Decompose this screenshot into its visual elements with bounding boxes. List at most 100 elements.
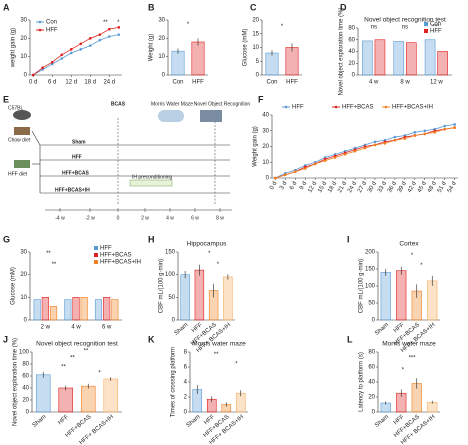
x-tick-label: 18 d: [327, 181, 338, 194]
y-tick-label: 30: [20, 250, 27, 256]
bar: [380, 272, 391, 321]
point: [323, 159, 327, 162]
y-tick-label: 30: [20, 18, 27, 24]
panel-letter: D: [340, 2, 347, 12]
mouse-label: C57BL: [8, 105, 24, 111]
significance: *: [420, 263, 423, 269]
y-tick-label: 20: [20, 36, 27, 42]
x-tick-label: 0 d: [29, 80, 37, 86]
series-line: [32, 26, 119, 76]
y-tick-label: 10: [20, 54, 27, 60]
group-label: HFF: [72, 154, 82, 160]
y-tick-label: 60: [368, 365, 375, 371]
y-axis-label: weight gain (g): [11, 28, 17, 68]
y-tick-label: 0: [24, 318, 28, 324]
timeline-label: -4 w: [55, 215, 65, 221]
group-rows: [40, 144, 230, 194]
hff-icon: [14, 160, 30, 168]
point: [41, 68, 44, 71]
bcas-label: BCAS: [111, 101, 126, 107]
group-label: HFF+BCAS+IH: [55, 187, 90, 193]
x-tick-label: 15 d: [317, 181, 328, 194]
y-axis-label: Weight (g): [149, 34, 155, 62]
point: [283, 173, 287, 177]
panel-letter: B: [148, 2, 155, 12]
y-tick-label: 15: [252, 31, 259, 37]
y-tick-label: 0: [372, 410, 376, 416]
panel-letter: C: [250, 2, 257, 12]
panel-letter: J: [3, 334, 8, 344]
chart-title: Morris water maze: [382, 341, 436, 348]
x-tick-label: 51 d: [437, 181, 448, 194]
legend-marker: [334, 105, 338, 109]
point: [88, 44, 92, 47]
x-tick-label: 30 d: [367, 181, 378, 194]
panel-letter: I: [347, 234, 350, 244]
y-tick-label: 20: [20, 272, 27, 278]
y-tick-label: 0: [352, 73, 356, 79]
y-tick-label: 10: [252, 45, 259, 51]
legend-swatch: [94, 253, 98, 257]
x-tick-label: 12 w: [430, 80, 443, 86]
legend-swatch: [424, 29, 428, 33]
chow-label: Chow diet: [8, 137, 31, 143]
bar: [427, 280, 438, 321]
x-tick-label: 27 d: [357, 181, 368, 194]
significance: *: [411, 253, 414, 259]
x-tick-label: Sham: [174, 322, 190, 337]
y-tick-label: 80: [22, 362, 29, 368]
significance: ns: [371, 25, 377, 31]
series-line: [275, 127, 455, 179]
y-tick-label: 50: [368, 301, 375, 307]
x-tick-label: 12 d: [65, 80, 77, 86]
significance: **: [46, 251, 51, 257]
y-tick-label: 30: [262, 128, 269, 134]
y-axis-label: CBF mL/(100 g·min): [159, 259, 165, 313]
timeline-label: 8 w: [216, 215, 224, 221]
point: [453, 123, 456, 126]
bar: [393, 41, 405, 76]
y-tick-label: 0: [162, 73, 166, 79]
x-tick-label: 33 d: [377, 181, 388, 194]
point: [79, 48, 83, 51]
legend-label: Con: [430, 22, 441, 28]
y-tick-label: 10: [20, 295, 27, 301]
x-tick-label: 42 d: [407, 181, 418, 194]
point: [403, 137, 407, 140]
y-axis-label: Glucose (mM): [11, 267, 17, 305]
x-tick-label: 24 d: [103, 80, 115, 86]
y-tick-label: 20: [22, 398, 29, 404]
y-tick-label: 100: [165, 272, 176, 278]
legend-label: HFF+BCAS+IH: [392, 105, 433, 111]
x-tick-label: Con: [266, 80, 277, 86]
x-tick-label: 36 d: [387, 181, 398, 194]
y-axis-label: Novel object exploration time (%): [13, 338, 19, 426]
point: [303, 167, 307, 170]
point: [333, 156, 337, 159]
significance: **: [103, 20, 108, 26]
x-tick-label: 24 d: [347, 181, 358, 194]
point: [117, 26, 121, 29]
x-tick-label: 3 d: [279, 181, 288, 191]
significance: **: [52, 262, 57, 268]
point: [423, 129, 427, 133]
y-tick-label: 20: [158, 36, 165, 42]
y-tick-label: 10: [158, 54, 165, 60]
legend-label: HFF+BCAS: [342, 105, 374, 111]
legend-label: HFF: [292, 105, 304, 111]
point: [363, 146, 367, 150]
significance: **: [70, 356, 75, 362]
legend-label: HFF: [100, 246, 112, 252]
x-tick-label: 2 w: [41, 325, 51, 331]
series-line: [275, 124, 455, 179]
bar: [374, 39, 386, 76]
panel: B 0 10 20 30 Weight (g) Con HFF *: [148, 2, 208, 86]
point: [373, 143, 377, 147]
legend-label: HFF+BCAS+IH: [100, 260, 141, 266]
mwm-label: Morris Water Maze: [151, 101, 193, 107]
significance: *: [235, 362, 238, 368]
x-tick-label: 39 d: [397, 181, 408, 194]
legend-label: HFF: [430, 29, 442, 35]
significance: **: [84, 348, 89, 354]
